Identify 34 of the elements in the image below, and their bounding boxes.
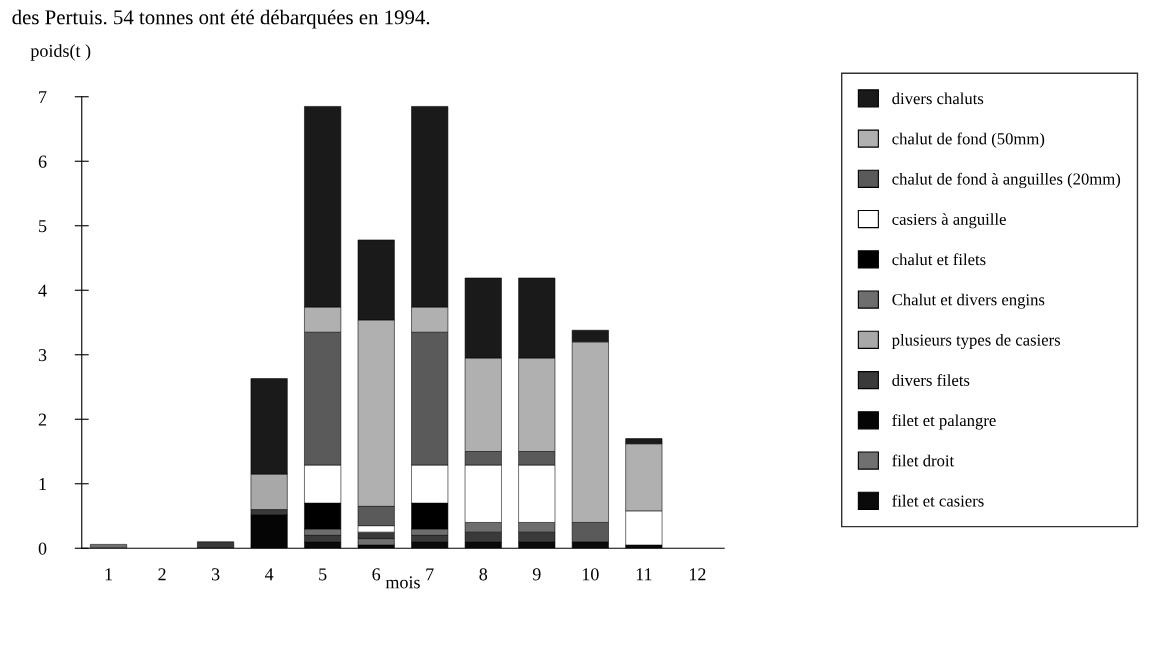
legend-label: chalut de fond à anguilles (20mm) <box>892 172 1121 189</box>
legend-label: filet droit <box>892 454 955 467</box>
legend-label: Chalut et divers engins <box>892 293 1045 309</box>
legend-label: divers filets <box>892 374 970 386</box>
x-tick-label: 5 <box>319 568 327 581</box>
x-tick-label: 7 <box>426 568 434 581</box>
legend-label: chalut et filets <box>892 253 986 266</box>
x-tick-label: 8 <box>479 568 488 581</box>
x-tick-label: 11 <box>636 568 652 581</box>
x-tick-label: 10 <box>582 568 599 581</box>
y-tick-label: 2 <box>38 413 47 426</box>
legend-label: filet et casiers <box>892 494 984 507</box>
y-tick-label: 1 <box>39 478 46 491</box>
y-tick-label: 7 <box>39 91 47 104</box>
y-tick-label: 4 <box>38 284 47 297</box>
x-tick-label: 2 <box>158 568 166 581</box>
legend-label: casiers à anguille <box>892 213 1006 229</box>
x-tick-label: 1 <box>105 568 112 581</box>
y-tick-label: 6 <box>38 155 47 168</box>
legend-label: divers chaluts <box>892 92 984 105</box>
text: des Pertuis. 54 tonnes ont été débarquées en 1994. <box>12 9 430 29</box>
y-tick-label: 3 <box>38 349 47 362</box>
y-axis-title: poids(t ) <box>30 44 91 61</box>
x-tick-label: 9 <box>532 568 541 581</box>
x-tick-label: 6 <box>372 568 381 581</box>
legend-label: filet et palangre <box>892 414 996 430</box>
x-tick-label: 12 <box>689 568 706 581</box>
x-tick-label: 4 <box>264 568 274 581</box>
y-tick-label: 5 <box>39 220 47 233</box>
legend-label: chalut de fond (50mm) <box>892 132 1045 148</box>
y-tick-label: 0 <box>38 542 47 555</box>
x-tick-label: 3 <box>211 568 220 581</box>
legend-label: plusieurs types de casiers <box>891 333 1061 350</box>
x-axis-title: mois <box>385 576 420 589</box>
